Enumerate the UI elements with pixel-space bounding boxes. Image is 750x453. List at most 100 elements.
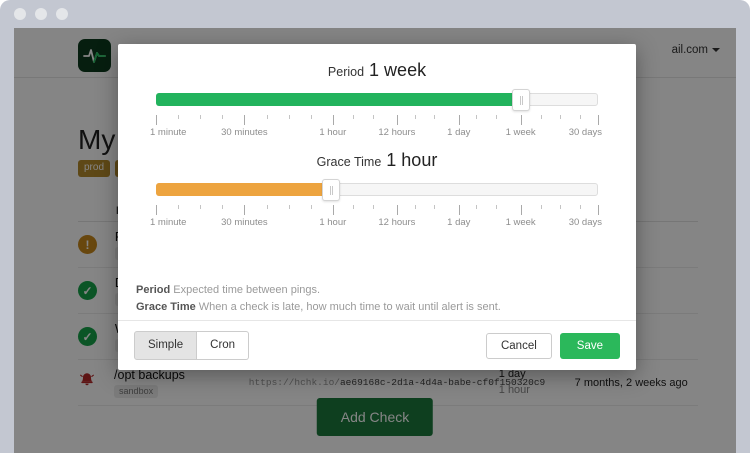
user-email: ail.com: [671, 44, 708, 56]
check-name-cell: /opt backups sandbox: [114, 368, 249, 398]
check-url: https://hchk.io/ae69168c-2d1a-4d4a-babe-…: [248, 377, 545, 388]
period-tick-row: [156, 115, 599, 125]
tick-minor: [222, 205, 224, 209]
tick-minor: [414, 115, 416, 119]
grace-value: 1 hour: [386, 150, 438, 170]
grace-tick-labels: 1 minute 30 minutes 1 hour 12 hours 1 day 1 w…: [150, 217, 602, 231]
tick-minor: [496, 205, 498, 209]
check-tags: sandbox: [114, 384, 249, 398]
grace-slider[interactable]: [156, 179, 598, 201]
tick-label: 30 days: [568, 217, 602, 228]
tick-minor: [476, 115, 478, 119]
heartbeat-logo-icon[interactable]: [78, 39, 111, 72]
check-last-ping: 7 months, 2 weeks ago: [574, 376, 688, 389]
tick-minor: [352, 205, 354, 209]
minimize-dot[interactable]: [35, 8, 47, 20]
mode-simple-button[interactable]: Simple: [134, 331, 198, 360]
tick-major: [598, 115, 599, 125]
tick-major: [244, 205, 246, 215]
tick-label: 1 hour: [319, 217, 347, 228]
bell-icon: [78, 371, 96, 394]
browser-titlebar: [0, 0, 750, 28]
tick-minor: [560, 205, 562, 209]
grace-tick-row: [156, 205, 599, 215]
tick-label: 12 hours: [378, 217, 416, 228]
check-period-cell: 1 day 1 hour: [499, 367, 575, 399]
status-cell: !: [78, 235, 115, 254]
tick-minor: [222, 115, 224, 119]
grace-slider-fill: [156, 183, 331, 196]
period-slider[interactable]: [156, 89, 598, 111]
tick-minor: [310, 115, 312, 119]
tick-major: [244, 115, 246, 125]
tick-label: 1 week: [505, 127, 536, 138]
maximize-dot[interactable]: [56, 8, 68, 20]
grace-help-line: Grace Time When a check is late, how muc…: [136, 299, 618, 316]
status-up-icon: ✓: [78, 327, 97, 346]
grace-label: Grace Time: [316, 155, 382, 169]
tick-label: 30 minutes: [221, 217, 268, 228]
grace-help-text: When a check is late, how much time to w…: [198, 301, 501, 314]
check-period: 1 day: [498, 367, 526, 380]
save-button[interactable]: Save: [559, 332, 620, 359]
check-url-proto: https://hchk.io/: [248, 377, 340, 388]
check-url-id: ae69168c-2d1a-4d4a-babe-cf0f150320c9: [339, 377, 546, 388]
close-dot[interactable]: [14, 8, 26, 20]
page-viewport: ail.com My C prod work N !: [14, 28, 736, 453]
cancel-button[interactable]: Cancel: [485, 332, 552, 359]
check-name[interactable]: /opt backups: [114, 367, 185, 382]
tick-major: [156, 205, 157, 215]
period-slider-fill: [156, 93, 521, 106]
tick-minor: [560, 115, 562, 119]
tick-minor: [352, 115, 354, 119]
tick-major: [396, 115, 398, 125]
tick-label: 1 day: [447, 217, 471, 228]
tick-minor: [178, 205, 180, 209]
modal-footer: Simple Cron Cancel Save: [118, 320, 636, 370]
tick-major: [332, 205, 334, 215]
tick-minor: [200, 205, 202, 209]
period-label: Period: [327, 65, 365, 79]
status-cell: [78, 371, 114, 394]
check-tag: sandbox: [114, 384, 159, 398]
status-cell: ✓: [78, 281, 115, 300]
table-row[interactable]: /opt backups sandbox https://hchk.io/ae6…: [78, 360, 698, 406]
tick-label: 1 week: [505, 217, 536, 228]
grace-caption: Grace Time 1 hour: [118, 150, 636, 171]
period-caption: Period 1 week: [118, 60, 636, 81]
tick-label: 30 days: [568, 127, 602, 138]
tick-minor: [580, 205, 582, 209]
grace-slider-handle[interactable]: [321, 179, 340, 201]
tag-badge[interactable]: prod: [78, 160, 111, 177]
tick-major: [156, 115, 157, 125]
tick-label: 30 minutes: [221, 127, 268, 138]
grace-help-term: Grace Time: [136, 301, 196, 314]
tick-minor: [266, 115, 268, 119]
status-grace-icon: !: [78, 235, 97, 254]
period-help-line: Period Expected time between pings.: [136, 282, 618, 299]
tick-minor: [496, 115, 498, 119]
tick-minor: [434, 205, 436, 209]
tick-major: [598, 205, 599, 215]
period-slider-handle[interactable]: [511, 89, 530, 111]
tick-minor: [540, 205, 542, 209]
status-up-icon: ✓: [78, 281, 97, 300]
tick-label: 1 day: [447, 127, 471, 138]
handle-grip-icon: [330, 185, 332, 195]
tick-minor: [476, 205, 478, 209]
tick-major: [458, 205, 460, 215]
chevron-down-icon: [712, 48, 720, 52]
check-grace: 1 hour: [498, 383, 530, 396]
mode-cron-button[interactable]: Cron: [197, 331, 250, 360]
tick-major: [458, 115, 460, 125]
tick-minor: [310, 205, 312, 209]
tick-minor: [414, 205, 416, 209]
tick-label: 1 hour: [319, 127, 347, 138]
tick-minor: [288, 205, 290, 209]
user-menu[interactable]: ail.com: [672, 44, 720, 56]
tick-minor: [288, 115, 290, 119]
mode-toggle-group: Simple Cron: [134, 331, 250, 360]
period-tick-labels: 1 minute 30 minutes 1 hour 12 hours 1 day 1 w…: [150, 127, 602, 141]
add-check-button[interactable]: Add Check: [316, 398, 434, 436]
